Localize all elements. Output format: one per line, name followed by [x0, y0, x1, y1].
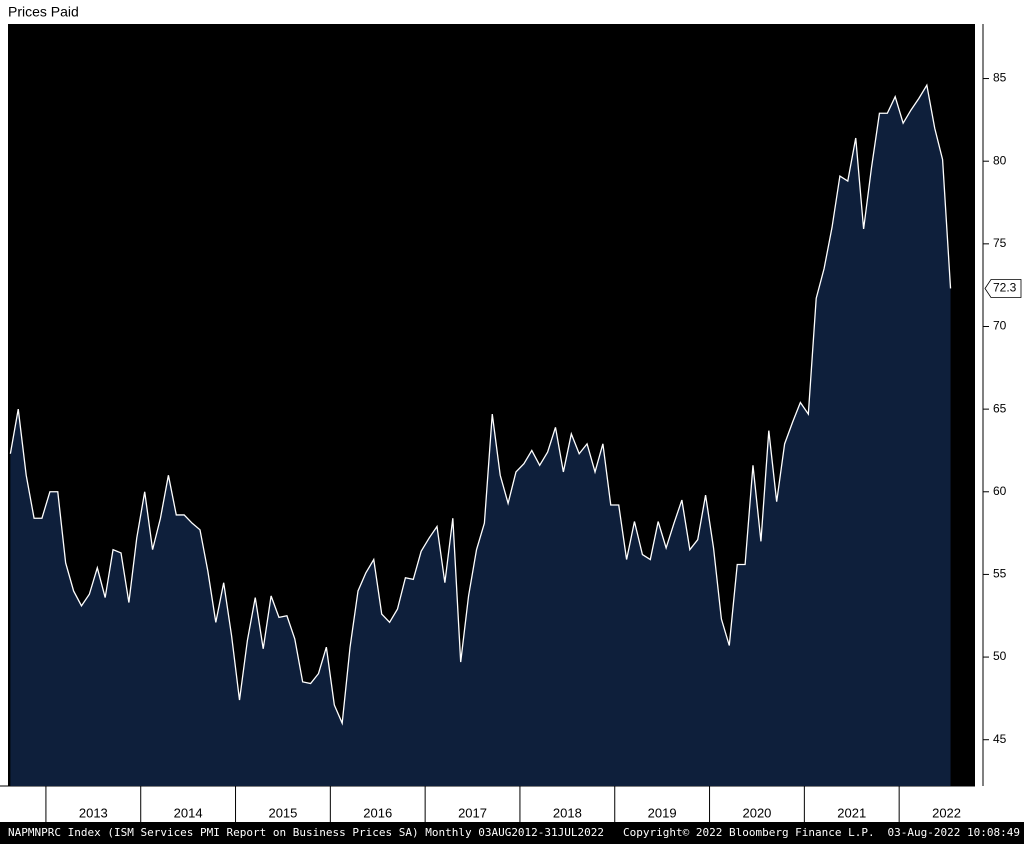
x-tick-label: 2017 — [458, 805, 487, 820]
last-value-tag — [984, 279, 1022, 298]
chart-title: Prices Paid — [8, 4, 79, 20]
x-tick-label: 2013 — [79, 805, 108, 820]
x-tick-label: 2015 — [268, 805, 297, 820]
x-tick-label: 2020 — [742, 805, 771, 820]
y-tick-label: 45 — [993, 732, 1007, 746]
y-tick-label: 50 — [993, 649, 1007, 663]
x-tick-label: 2022 — [932, 805, 961, 820]
y-tick-label: 85 — [993, 71, 1007, 85]
y-tick-label: 70 — [993, 319, 1007, 333]
area-fill — [10, 85, 951, 786]
last-value-label: 72.3 — [993, 281, 1017, 295]
x-tick-label: 2021 — [837, 805, 866, 820]
y-tick-label: 65 — [993, 401, 1007, 415]
footer-copyright: Copyright© 2022 Bloomberg Finance L.P. — [623, 826, 875, 839]
y-tick-label: 80 — [993, 153, 1007, 167]
x-tick-label: 2014 — [174, 805, 203, 820]
x-tick-label: 2016 — [363, 805, 392, 820]
y-tick-label: 75 — [993, 236, 1007, 250]
y-tick-label: 60 — [993, 484, 1007, 498]
footer-source: NAPMNPRC Index (ISM Services PMI Report … — [8, 826, 604, 839]
x-tick-label: 2019 — [648, 805, 677, 820]
footer-timestamp: 03-Aug-2022 10:08:49 — [888, 826, 1020, 839]
x-tick-label: 2018 — [553, 805, 582, 820]
area-line — [9, 83, 952, 726]
footer-band — [0, 822, 1024, 844]
y-tick-label: 55 — [993, 567, 1007, 581]
